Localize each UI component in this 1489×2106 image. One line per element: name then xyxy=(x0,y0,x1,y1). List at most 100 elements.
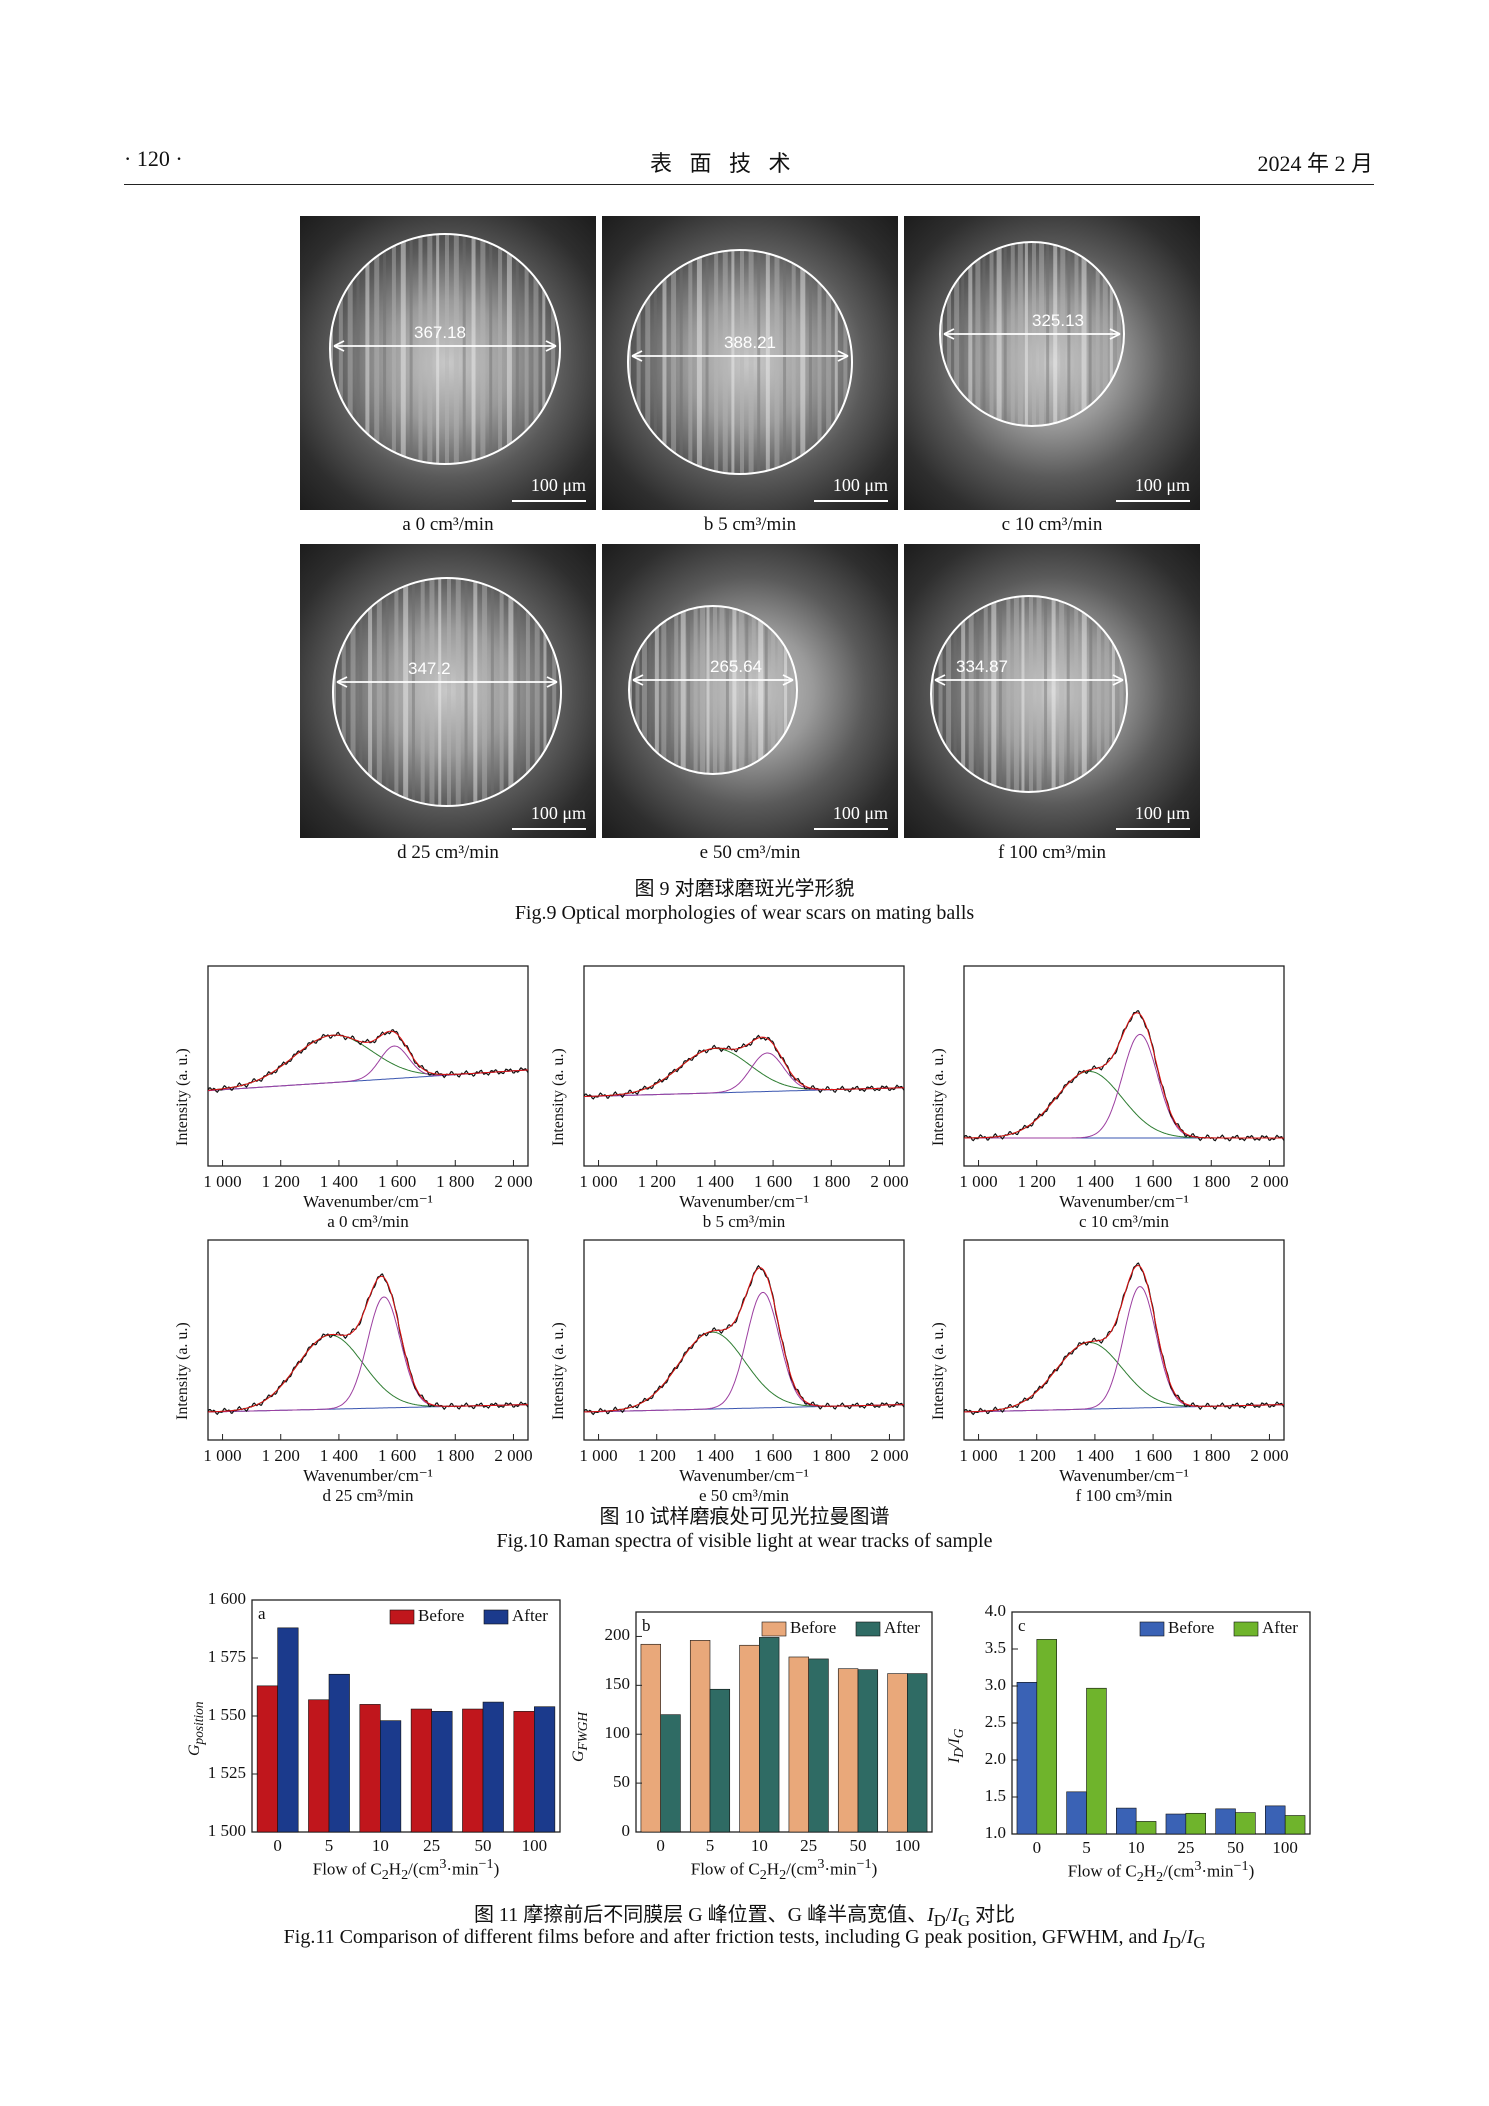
y-tick-label: 1 575 xyxy=(207,1647,246,1666)
x-tick-label: 25 xyxy=(800,1836,818,1855)
y-axis-label: GFWGH xyxy=(570,1711,591,1762)
scar-streak xyxy=(347,234,353,464)
bar xyxy=(689,1640,711,1833)
bar xyxy=(1066,1791,1087,1835)
x-tick-label: 1 000 xyxy=(959,1172,998,1191)
raman-spectrum: 1 000 1 200 1 400 1 600 1 800 2 000 Wavenumber… xyxy=(174,1239,533,1505)
y-tick-label: 0 xyxy=(621,1821,631,1840)
y-axis-label: Intensity (a. u.) xyxy=(550,1322,567,1420)
scar-streak xyxy=(738,606,744,774)
x-tick-label: 100 xyxy=(521,1836,548,1855)
scar-diameter-value: 347.2 xyxy=(408,659,451,678)
x-tick-label: 50 xyxy=(849,1836,867,1855)
g-peak-fit xyxy=(583,1052,904,1098)
bar xyxy=(359,1704,381,1833)
x-tick-label: 1 400 xyxy=(695,1446,735,1465)
wear-scar-overlay: 347.2 xyxy=(332,577,562,807)
scar-diameter-value: 325.13 xyxy=(1032,311,1084,330)
x-tick-label: 100 xyxy=(1272,1838,1298,1857)
x-tick-label: 25 xyxy=(423,1836,441,1855)
scar-streak xyxy=(938,596,943,792)
scar-streak xyxy=(751,606,756,774)
plot-frame xyxy=(207,965,529,1167)
plot-frame xyxy=(963,1239,1285,1441)
scar-streak xyxy=(341,578,346,806)
y-axis-label: Intensity (a. u.) xyxy=(550,1048,567,1146)
scar-streak xyxy=(1074,596,1079,792)
g-peak-fit xyxy=(208,1045,529,1092)
plot-frame xyxy=(583,965,905,1167)
panel-caption: a 0 cm³/min xyxy=(402,514,494,535)
y-tick-label: 1.5 xyxy=(984,1786,1006,1805)
x-tick-label: 0 xyxy=(1032,1838,1042,1857)
scar-streak xyxy=(383,234,387,464)
scar-streak xyxy=(517,578,521,806)
y-axis-label: ID/IG xyxy=(946,1728,967,1763)
scale-bar-label: 100 μm xyxy=(530,475,586,495)
fig11-title-en: Fig.11 Comparison of different films bef… xyxy=(283,1926,1206,1952)
g-peak-fit xyxy=(584,1291,904,1413)
g-peak-fit xyxy=(964,1033,1284,1139)
panel-caption: c 10 cm³/min xyxy=(1001,514,1103,535)
raman-spectrum: 1 000 1 200 1 400 1 600 1 800 2 000 Wavenumber… xyxy=(550,965,909,1231)
x-tick-label: 10 xyxy=(371,1836,389,1855)
d-peak-fit xyxy=(963,1342,1284,1413)
raw-spectrum xyxy=(583,1264,905,1416)
scar-streak xyxy=(333,578,336,806)
header-rule xyxy=(124,184,1374,185)
scar-streak xyxy=(411,578,415,806)
y-tick-label: 3.0 xyxy=(984,1675,1006,1694)
x-axis-label: Flow of C2H2/(cm3·min−1) xyxy=(1067,1858,1255,1886)
scar-streak xyxy=(693,606,698,774)
scar-streak xyxy=(543,578,547,806)
y-tick-label: 3.5 xyxy=(984,1638,1006,1657)
scar-streak xyxy=(784,606,788,774)
x-tick-label: 1 800 xyxy=(812,1172,851,1191)
bar xyxy=(1185,1812,1206,1835)
x-tick-label: 1 400 xyxy=(1075,1446,1115,1465)
scar-boundary-circle xyxy=(939,241,1125,427)
scar-streak xyxy=(1059,596,1065,792)
scar-streak xyxy=(374,234,380,464)
x-tick-label: 2 000 xyxy=(1250,1446,1289,1465)
x-tick-label: 1 800 xyxy=(436,1172,475,1191)
scar-streak xyxy=(808,250,812,474)
x-tick-label: 5 xyxy=(324,1836,334,1855)
x-tick-label: 1 400 xyxy=(319,1172,359,1191)
page-number: · 120 · xyxy=(124,146,183,171)
fig9-title-en: Fig.9 Optical morphologies of wear scars… xyxy=(514,902,975,924)
scar-streak xyxy=(480,234,486,464)
scar-streak xyxy=(834,250,838,474)
x-tick-label: 1 000 xyxy=(579,1446,618,1465)
x-tick-label: 1 200 xyxy=(637,1446,676,1465)
scar-streak xyxy=(427,234,433,464)
x-axis-label: Wavenumber/cm⁻¹ xyxy=(303,1466,433,1485)
scar-streak xyxy=(391,234,396,464)
bar xyxy=(1265,1805,1286,1835)
scar-streak xyxy=(645,250,651,474)
bar-chart: 0 5 10 25 50 100 1 500 1 525 1 550 1 575 1 600 Flow… xyxy=(186,1589,561,1883)
scar-streak xyxy=(719,606,725,774)
scar-streak xyxy=(376,578,382,806)
panel-letter: b xyxy=(642,1616,651,1635)
scar-streak xyxy=(356,234,360,464)
plot-frame xyxy=(207,1239,529,1441)
scar-streak xyxy=(790,606,795,774)
y-tick-label: 1 500 xyxy=(207,1821,246,1840)
scar-streak xyxy=(1104,596,1110,792)
x-tick-label: 50 xyxy=(474,1836,492,1855)
x-tick-label: 1 600 xyxy=(1133,1172,1173,1191)
sum-fit xyxy=(207,1030,529,1091)
scar-streak xyxy=(508,578,514,806)
scar-streak xyxy=(696,250,702,474)
scar-streak xyxy=(368,578,373,806)
bar xyxy=(709,1688,731,1833)
scar-streak xyxy=(359,578,363,806)
arrow-head xyxy=(546,676,558,688)
x-tick-label: 1 200 xyxy=(1017,1446,1056,1465)
scar-streak xyxy=(409,234,413,464)
bar xyxy=(277,1627,299,1833)
x-tick-label: 1 400 xyxy=(695,1172,735,1191)
raman-spectrum: 1 000 1 200 1 400 1 600 1 800 2 000 Wavenumber… xyxy=(930,1239,1289,1505)
scar-streak xyxy=(705,250,709,474)
